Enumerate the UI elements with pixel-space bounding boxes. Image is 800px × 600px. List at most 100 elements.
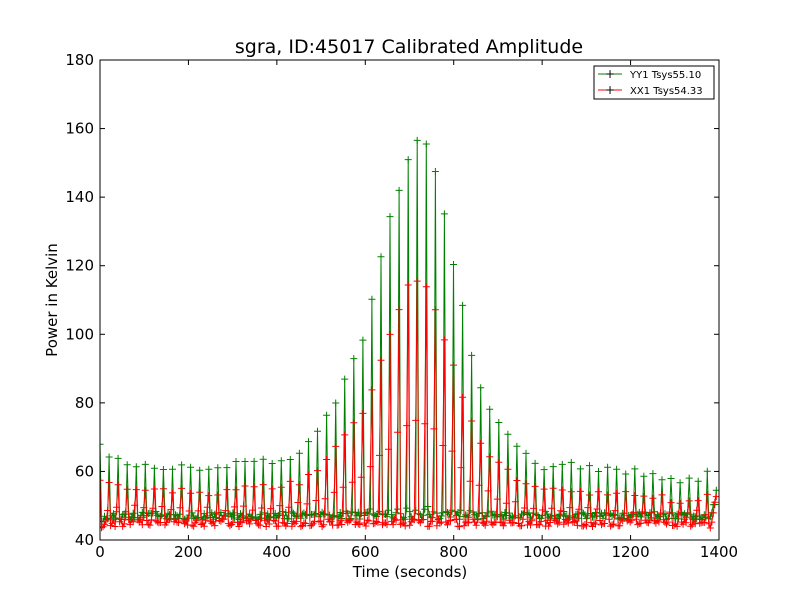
data-point xyxy=(232,486,240,494)
x-tick-label: 0 xyxy=(95,543,105,561)
data-point xyxy=(114,481,122,489)
data-point xyxy=(190,522,198,530)
data-point xyxy=(513,477,521,484)
data-point xyxy=(601,520,609,527)
data-point xyxy=(205,465,213,473)
data-point xyxy=(366,505,374,513)
data-point xyxy=(554,520,562,528)
data-point xyxy=(240,514,247,522)
data-point xyxy=(383,521,391,529)
data-point xyxy=(511,498,519,506)
data-point xyxy=(100,476,104,484)
data-point xyxy=(425,522,433,530)
data-point xyxy=(513,442,521,450)
data-point xyxy=(564,519,572,527)
data-point xyxy=(341,431,349,439)
data-point xyxy=(439,442,447,449)
data-point xyxy=(667,499,675,507)
data-point xyxy=(241,482,249,490)
data-point xyxy=(522,449,530,457)
data-point xyxy=(448,447,456,455)
y-tick-label: 40 xyxy=(75,531,94,549)
data-point xyxy=(386,213,394,221)
x-tick-label: 1400 xyxy=(700,543,738,561)
data-point xyxy=(649,494,657,502)
data-point xyxy=(673,522,681,530)
data-point xyxy=(397,520,405,528)
data-point xyxy=(687,510,695,518)
data-point xyxy=(613,489,621,497)
data-point xyxy=(111,523,119,530)
data-point xyxy=(285,515,293,523)
data-point xyxy=(395,186,403,194)
data-point xyxy=(548,504,556,512)
data-point xyxy=(575,505,583,513)
data-point xyxy=(561,516,569,523)
data-point xyxy=(421,420,429,428)
data-point xyxy=(463,512,471,520)
data-point xyxy=(211,522,219,530)
data-point xyxy=(655,518,663,526)
data-point xyxy=(391,515,399,523)
data-point xyxy=(382,519,389,527)
data-point xyxy=(555,518,563,526)
data-point xyxy=(584,504,592,512)
data-point xyxy=(185,507,193,515)
data-point xyxy=(463,518,471,526)
data-point xyxy=(610,520,618,528)
chart-title: sgra, ID:45017 Calibrated Amplitude xyxy=(235,36,583,58)
data-point xyxy=(214,491,222,499)
data-point xyxy=(558,486,566,494)
data-point xyxy=(371,519,379,527)
data-point xyxy=(377,356,385,364)
data-point xyxy=(622,488,630,496)
data-point xyxy=(481,521,489,529)
data-point xyxy=(221,507,229,515)
data-point xyxy=(596,517,604,524)
data-point xyxy=(332,442,340,450)
data-point xyxy=(549,484,557,492)
y-axis-label: Power in Kelvin xyxy=(43,243,61,357)
data-point xyxy=(440,336,448,344)
data-point xyxy=(690,516,698,524)
data-point xyxy=(573,510,581,518)
data-point xyxy=(604,491,612,499)
data-point xyxy=(570,518,578,525)
data-point xyxy=(300,519,308,527)
data-point xyxy=(676,499,684,507)
data-point xyxy=(632,515,640,523)
data-point xyxy=(256,510,264,518)
data-point xyxy=(685,474,693,482)
data-point xyxy=(459,393,467,401)
data-point xyxy=(143,517,151,524)
data-point xyxy=(412,506,420,514)
data-point xyxy=(108,519,116,527)
data-point xyxy=(244,516,252,524)
data-point xyxy=(197,521,205,528)
data-point xyxy=(413,277,421,285)
data-point xyxy=(468,351,476,359)
data-point xyxy=(440,210,448,218)
data-point xyxy=(521,504,528,512)
data-point xyxy=(602,509,610,517)
data-point xyxy=(502,499,510,507)
data-point xyxy=(685,497,693,505)
data-point xyxy=(465,519,473,527)
data-point xyxy=(335,513,343,521)
data-point xyxy=(669,509,676,517)
x-tick-label: 200 xyxy=(174,543,203,561)
data-point xyxy=(708,518,716,526)
data-point xyxy=(132,463,140,471)
data-point xyxy=(637,513,645,521)
data-point xyxy=(394,505,402,513)
data-point xyxy=(403,504,411,512)
data-point xyxy=(131,501,139,509)
data-point xyxy=(321,510,329,518)
legend-marker-xx1: + xyxy=(605,83,615,97)
data-point xyxy=(350,419,358,427)
data-point xyxy=(365,517,373,525)
data-point xyxy=(230,514,238,522)
data-point xyxy=(267,505,275,513)
y-tick-label: 80 xyxy=(75,394,94,412)
data-point xyxy=(694,497,702,505)
